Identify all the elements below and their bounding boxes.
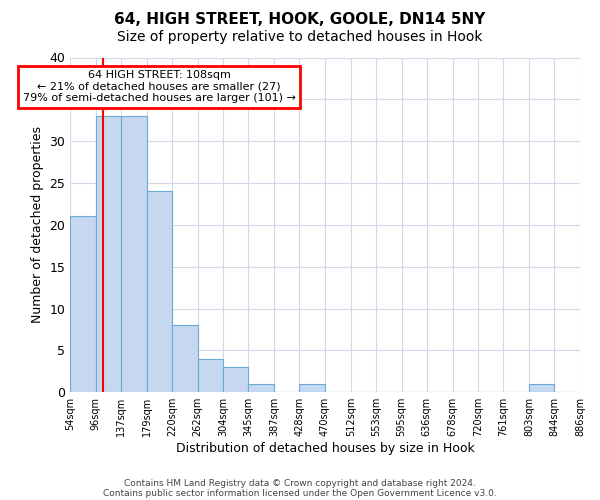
- Bar: [248, 384, 274, 392]
- Bar: [96, 116, 121, 392]
- Bar: [529, 384, 554, 392]
- Bar: [299, 384, 325, 392]
- Bar: [223, 367, 248, 392]
- Text: Contains public sector information licensed under the Open Government Licence v3: Contains public sector information licen…: [103, 488, 497, 498]
- Y-axis label: Number of detached properties: Number of detached properties: [31, 126, 44, 324]
- X-axis label: Distribution of detached houses by size in Hook: Distribution of detached houses by size …: [176, 442, 475, 455]
- Text: Size of property relative to detached houses in Hook: Size of property relative to detached ho…: [117, 30, 483, 44]
- Text: 64 HIGH STREET: 108sqm
← 21% of detached houses are smaller (27)
79% of semi-det: 64 HIGH STREET: 108sqm ← 21% of detached…: [23, 70, 296, 103]
- Bar: [121, 116, 147, 392]
- Text: Contains HM Land Registry data © Crown copyright and database right 2024.: Contains HM Land Registry data © Crown c…: [124, 478, 476, 488]
- Text: 64, HIGH STREET, HOOK, GOOLE, DN14 5NY: 64, HIGH STREET, HOOK, GOOLE, DN14 5NY: [115, 12, 485, 28]
- Bar: [70, 216, 96, 392]
- Bar: [197, 358, 223, 392]
- Bar: [172, 326, 197, 392]
- Bar: [147, 192, 172, 392]
